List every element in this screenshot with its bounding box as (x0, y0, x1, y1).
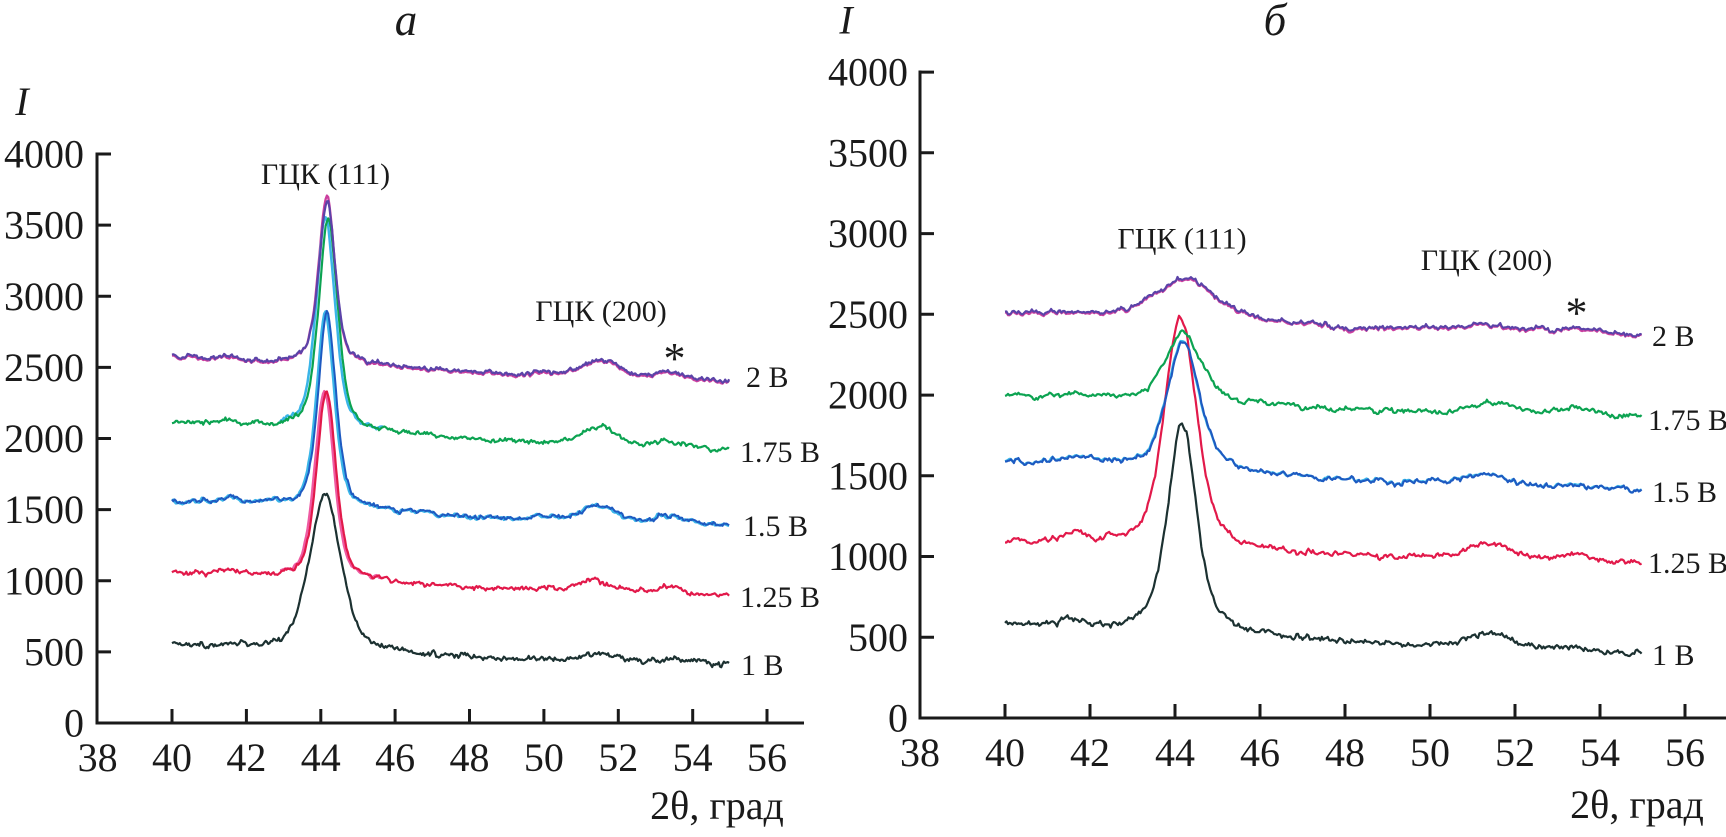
svg-text:38: 38 (78, 735, 118, 780)
svg-text:40: 40 (985, 730, 1025, 775)
svg-text:1.25 В: 1.25 В (1648, 547, 1726, 580)
svg-text:46: 46 (1240, 730, 1280, 775)
svg-text:54: 54 (1580, 730, 1620, 775)
svg-text:2500: 2500 (828, 292, 908, 337)
svg-text:1.5 В: 1.5 В (1652, 476, 1717, 509)
svg-text:2 В: 2 В (1652, 320, 1695, 353)
svg-text:48: 48 (1325, 730, 1365, 775)
svg-text:ГЦК (200): ГЦК (200) (1421, 244, 1553, 277)
svg-text:56: 56 (1665, 730, 1705, 775)
svg-text:3000: 3000 (828, 211, 908, 256)
svg-text:50: 50 (1410, 730, 1450, 775)
svg-text:42: 42 (1070, 730, 1110, 775)
svg-text:42: 42 (226, 735, 266, 780)
svg-text:1.25 В: 1.25 В (740, 581, 820, 614)
svg-text:a: a (395, 0, 418, 45)
svg-text:1000: 1000 (828, 534, 908, 579)
svg-text:50: 50 (524, 735, 564, 780)
svg-text:б: б (1264, 0, 1288, 45)
svg-text:1 В: 1 В (741, 649, 784, 682)
svg-text:ГЦК (200): ГЦК (200) (535, 295, 667, 328)
svg-text:2000: 2000 (4, 416, 84, 461)
svg-text:2 В: 2 В (746, 361, 789, 394)
svg-text:500: 500 (24, 629, 84, 674)
svg-text:1.75 В: 1.75 В (740, 436, 820, 469)
svg-text:1 В: 1 В (1652, 639, 1695, 672)
svg-text:44: 44 (301, 735, 341, 780)
svg-text:46: 46 (375, 735, 415, 780)
svg-text:ГЦК (111): ГЦК (111) (1117, 223, 1246, 256)
svg-text:1.75 В: 1.75 В (1648, 404, 1726, 437)
svg-text:0: 0 (64, 701, 84, 746)
svg-text:0: 0 (888, 696, 908, 741)
svg-text:1.5 В: 1.5 В (743, 510, 808, 543)
svg-text:I: I (838, 0, 854, 43)
svg-text:1000: 1000 (4, 558, 84, 603)
svg-text:1500: 1500 (828, 453, 908, 498)
svg-text:3500: 3500 (828, 130, 908, 175)
svg-text:52: 52 (1495, 730, 1535, 775)
svg-text:40: 40 (152, 735, 192, 780)
svg-text:*: * (1566, 289, 1588, 338)
svg-text:54: 54 (673, 735, 713, 780)
svg-text:2θ, град: 2θ, град (650, 783, 784, 828)
svg-text:2500: 2500 (4, 345, 84, 390)
svg-text:44: 44 (1155, 730, 1195, 775)
svg-text:1500: 1500 (4, 487, 84, 532)
svg-text:*: * (664, 334, 686, 383)
svg-text:500: 500 (848, 615, 908, 660)
svg-text:52: 52 (598, 735, 638, 780)
svg-text:3000: 3000 (4, 274, 84, 319)
svg-text:4000: 4000 (4, 132, 84, 177)
svg-text:3500: 3500 (4, 203, 84, 248)
svg-text:2θ, град: 2θ, град (1570, 782, 1704, 827)
svg-text:4000: 4000 (828, 50, 908, 95)
svg-text:48: 48 (450, 735, 490, 780)
svg-text:2000: 2000 (828, 373, 908, 418)
svg-text:I: I (14, 79, 30, 124)
svg-text:56: 56 (747, 735, 787, 780)
svg-text:38: 38 (900, 730, 940, 775)
svg-text:ГЦК (111): ГЦК (111) (261, 158, 390, 191)
